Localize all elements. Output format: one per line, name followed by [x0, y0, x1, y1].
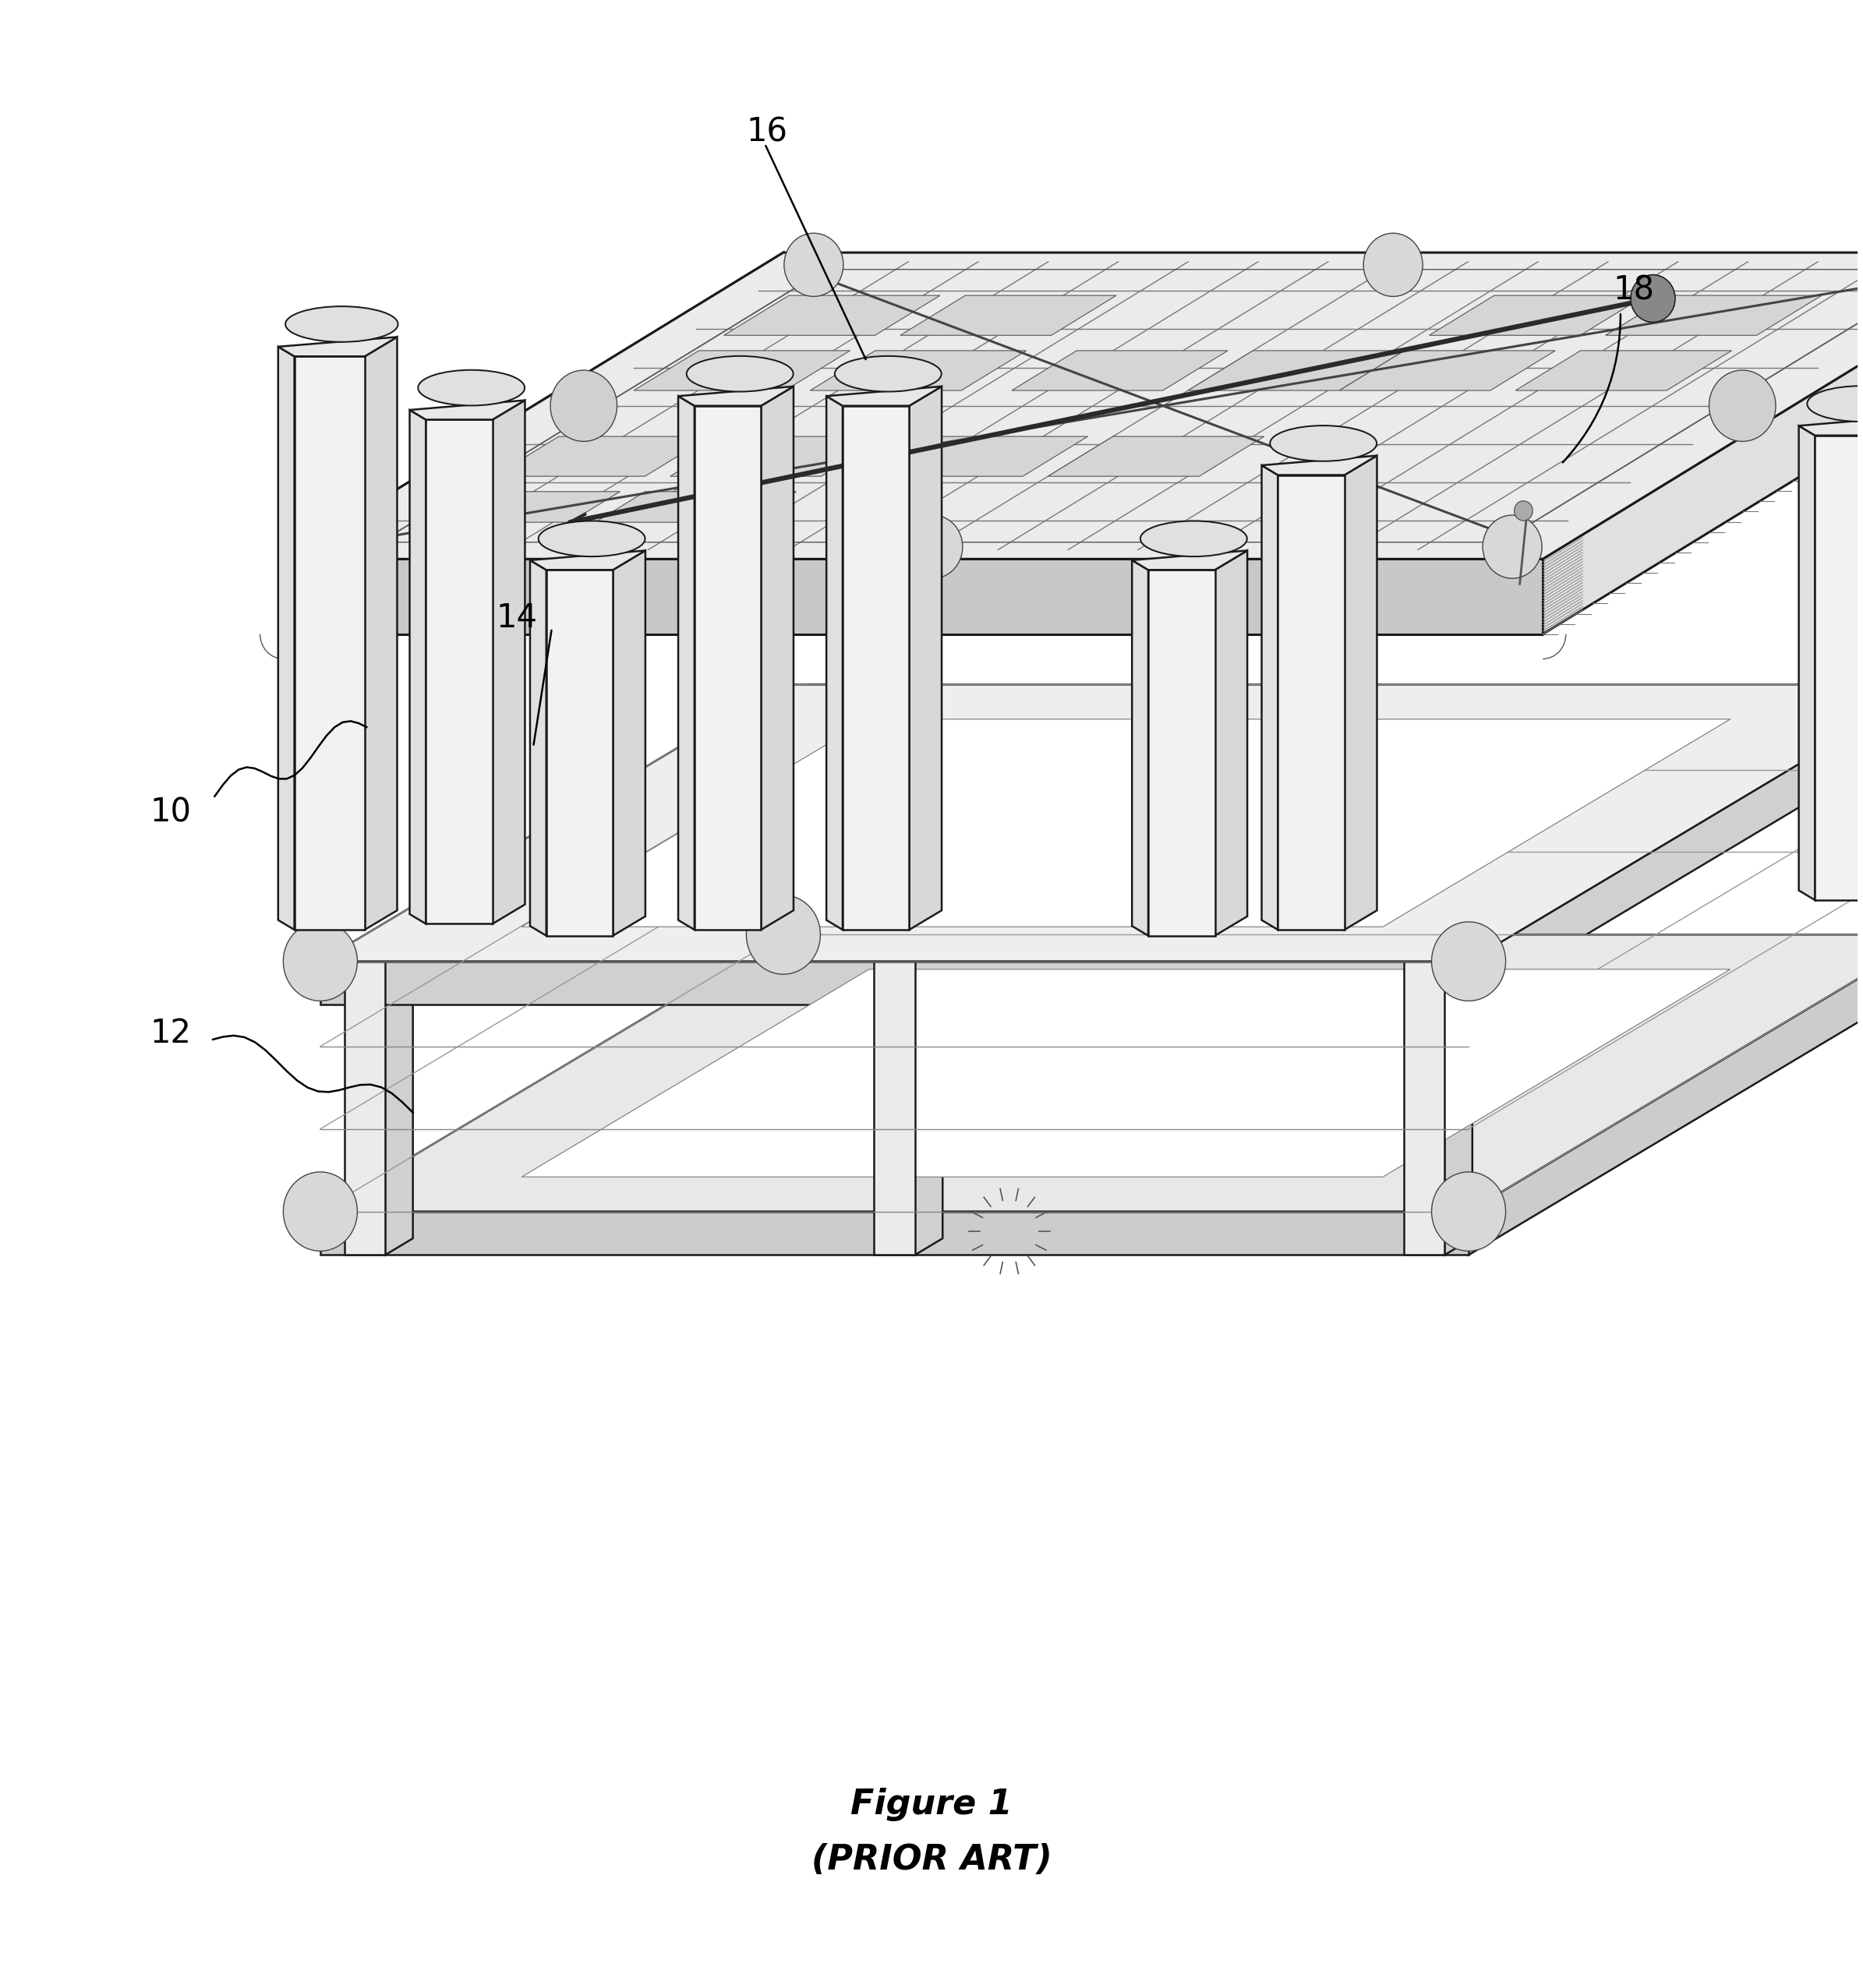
- Ellipse shape: [687, 356, 794, 392]
- Polygon shape: [1429, 296, 1645, 336]
- Ellipse shape: [538, 521, 645, 557]
- Polygon shape: [1215, 551, 1248, 936]
- Polygon shape: [386, 944, 414, 1254]
- Circle shape: [1630, 274, 1675, 322]
- Ellipse shape: [1807, 386, 1863, 421]
- Polygon shape: [678, 396, 695, 930]
- Polygon shape: [695, 406, 762, 930]
- Circle shape: [1431, 922, 1505, 1000]
- Circle shape: [283, 1173, 358, 1250]
- Polygon shape: [848, 668, 876, 978]
- Polygon shape: [320, 962, 1468, 1004]
- Polygon shape: [1148, 571, 1215, 936]
- Polygon shape: [613, 551, 645, 936]
- Circle shape: [904, 515, 963, 579]
- Polygon shape: [345, 962, 386, 1254]
- Polygon shape: [1815, 435, 1863, 901]
- Polygon shape: [294, 356, 365, 930]
- Text: 18: 18: [1613, 274, 1654, 306]
- Circle shape: [1364, 233, 1423, 296]
- Polygon shape: [633, 350, 850, 390]
- Polygon shape: [419, 491, 620, 523]
- Polygon shape: [410, 400, 525, 419]
- Polygon shape: [915, 944, 943, 1254]
- Polygon shape: [1468, 684, 1863, 1004]
- Polygon shape: [320, 1211, 1468, 1254]
- Polygon shape: [1800, 415, 1863, 435]
- Polygon shape: [531, 551, 645, 571]
- Polygon shape: [810, 350, 1027, 390]
- Polygon shape: [594, 491, 796, 523]
- Polygon shape: [1606, 296, 1822, 336]
- Text: 10: 10: [149, 795, 192, 829]
- Circle shape: [1483, 515, 1543, 579]
- Polygon shape: [1261, 465, 1278, 930]
- Polygon shape: [410, 410, 427, 924]
- Ellipse shape: [285, 306, 399, 342]
- Ellipse shape: [1140, 521, 1246, 557]
- Ellipse shape: [1271, 425, 1377, 461]
- Polygon shape: [531, 561, 546, 936]
- Polygon shape: [725, 296, 941, 336]
- Polygon shape: [494, 437, 710, 477]
- Polygon shape: [678, 386, 794, 406]
- Ellipse shape: [835, 356, 941, 392]
- Polygon shape: [1345, 455, 1377, 930]
- Polygon shape: [1515, 350, 1731, 390]
- Circle shape: [784, 233, 844, 296]
- Polygon shape: [900, 296, 1116, 336]
- Polygon shape: [522, 970, 1731, 1177]
- Polygon shape: [283, 252, 782, 634]
- Polygon shape: [1012, 350, 1228, 390]
- Text: 14: 14: [496, 602, 538, 634]
- Polygon shape: [1543, 252, 1863, 634]
- Circle shape: [283, 922, 358, 1000]
- Polygon shape: [278, 346, 294, 930]
- Text: Figure 1: Figure 1: [851, 1787, 1012, 1821]
- Circle shape: [1431, 1173, 1505, 1250]
- Polygon shape: [1468, 934, 1863, 1254]
- Polygon shape: [278, 338, 397, 356]
- Circle shape: [324, 515, 384, 579]
- Polygon shape: [909, 386, 941, 930]
- Polygon shape: [872, 437, 1088, 477]
- Polygon shape: [522, 720, 1731, 926]
- Circle shape: [550, 370, 617, 441]
- Polygon shape: [365, 338, 397, 930]
- Polygon shape: [671, 437, 887, 477]
- Text: (PRIOR ART): (PRIOR ART): [810, 1843, 1053, 1877]
- Polygon shape: [320, 934, 1863, 1211]
- Polygon shape: [1133, 551, 1248, 571]
- Text: 16: 16: [747, 115, 788, 149]
- Polygon shape: [1405, 962, 1444, 1254]
- Polygon shape: [827, 396, 842, 930]
- Polygon shape: [1800, 425, 1815, 901]
- Polygon shape: [283, 252, 1863, 559]
- Polygon shape: [1278, 475, 1345, 930]
- Polygon shape: [427, 419, 492, 924]
- Polygon shape: [1339, 350, 1556, 390]
- Polygon shape: [1133, 561, 1148, 936]
- Polygon shape: [807, 684, 848, 978]
- Polygon shape: [283, 559, 1543, 634]
- Polygon shape: [842, 406, 909, 930]
- Polygon shape: [827, 386, 941, 406]
- Polygon shape: [546, 571, 613, 936]
- Polygon shape: [1189, 350, 1405, 390]
- Polygon shape: [1261, 455, 1377, 475]
- Polygon shape: [492, 400, 525, 924]
- Polygon shape: [1049, 437, 1265, 477]
- Text: 12: 12: [149, 1018, 192, 1050]
- Polygon shape: [1444, 944, 1472, 1254]
- Circle shape: [1515, 501, 1533, 521]
- Circle shape: [747, 895, 820, 974]
- Ellipse shape: [417, 370, 525, 406]
- Polygon shape: [874, 962, 915, 1254]
- Polygon shape: [320, 684, 1863, 962]
- Circle shape: [1708, 370, 1775, 441]
- Polygon shape: [762, 386, 794, 930]
